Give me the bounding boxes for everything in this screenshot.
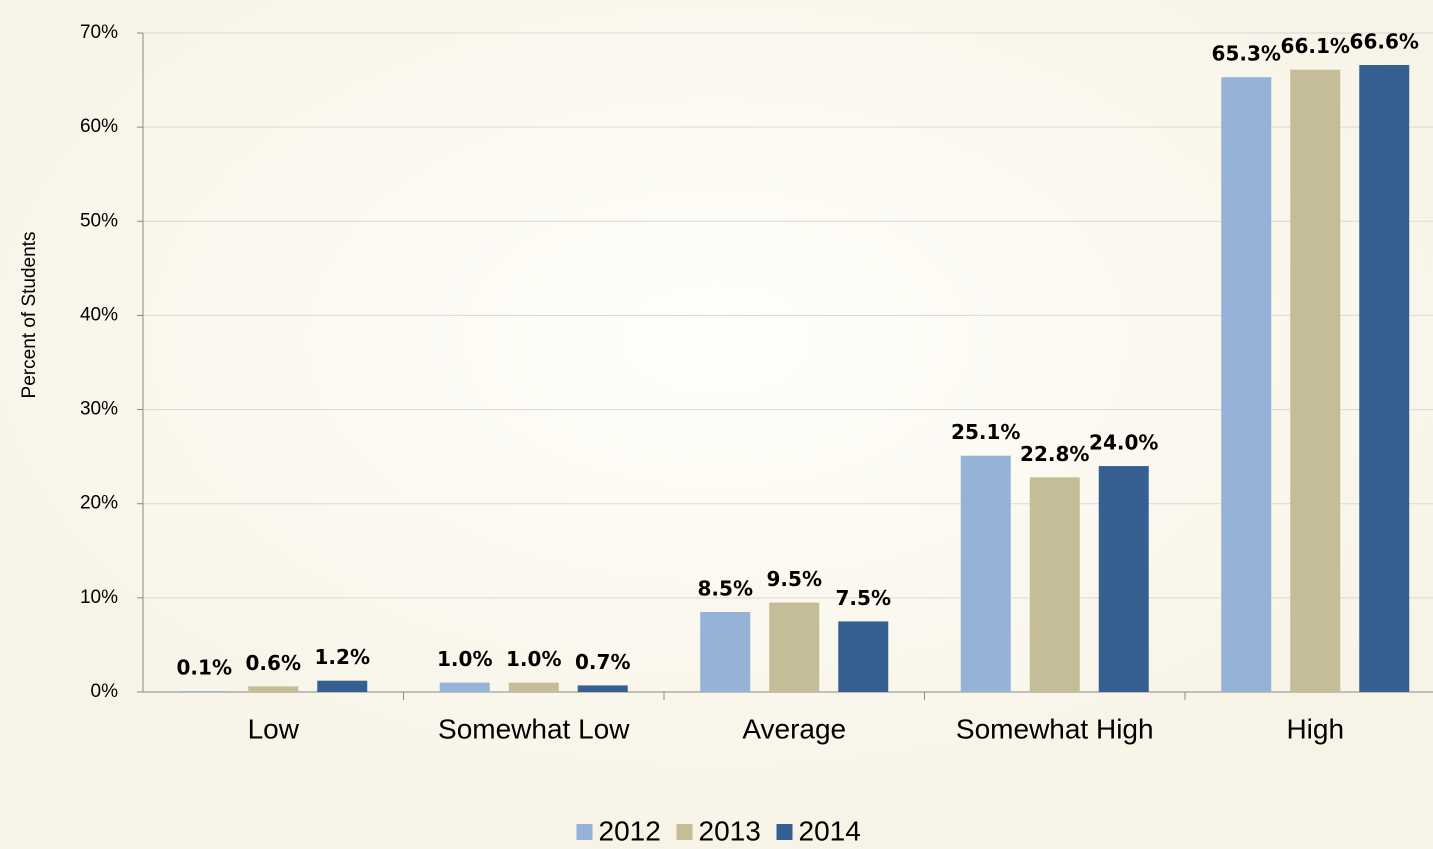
value-label: 7.5%	[836, 586, 891, 610]
y-tick-label: 30%	[80, 399, 118, 420]
bar	[769, 602, 820, 692]
bar	[1029, 477, 1080, 692]
x-tick-label: Average	[742, 713, 846, 744]
y-tick-label: 50%	[80, 210, 118, 231]
value-label: 66.1%	[1281, 34, 1350, 58]
bar	[960, 455, 1011, 692]
value-label: 1.2%	[315, 645, 370, 669]
value-label: 1.0%	[437, 647, 492, 671]
bar	[838, 621, 889, 692]
y-tick-label: 0%	[91, 681, 119, 702]
value-label: 9.5%	[767, 567, 822, 591]
value-label: 8.5%	[698, 576, 753, 600]
value-label: 66.6%	[1350, 30, 1419, 54]
value-label: 25.1%	[951, 420, 1020, 444]
y-tick-label: 20%	[80, 493, 118, 514]
bar	[248, 686, 299, 692]
bar	[577, 685, 628, 692]
legend-swatch	[776, 824, 793, 840]
x-tick-label: Somewhat High	[956, 713, 1154, 744]
bar	[317, 680, 368, 692]
bar	[439, 682, 490, 692]
y-tick-label: 70%	[80, 22, 118, 43]
value-label: 0.1%	[177, 656, 232, 680]
bar	[1221, 77, 1272, 693]
bar	[179, 691, 230, 692]
bar	[1098, 466, 1149, 692]
value-label: 0.7%	[575, 650, 630, 674]
bar	[1290, 69, 1341, 693]
x-tick-label: High	[1286, 713, 1344, 744]
x-tick-label: Low	[248, 713, 300, 744]
value-label: 0.6%	[246, 651, 301, 675]
legend-label: 2014	[799, 815, 861, 846]
y-tick-label: 40%	[80, 304, 118, 325]
value-label: 24.0%	[1089, 431, 1158, 455]
y-tick-label: 60%	[80, 116, 118, 137]
value-label: 65.3%	[1212, 42, 1281, 66]
y-tick-label: 10%	[80, 587, 118, 608]
bar	[700, 611, 751, 692]
value-label: 22.8%	[1020, 442, 1089, 466]
bar	[1359, 65, 1410, 693]
value-label: 1.0%	[506, 647, 561, 671]
bar	[508, 682, 559, 692]
legend-swatch	[576, 824, 593, 840]
x-tick-label: Somewhat Low	[438, 713, 630, 744]
y-axis-label: Percent of Students	[19, 232, 40, 399]
legend-label: 2013	[699, 815, 761, 846]
legend-label: 2012	[599, 815, 661, 846]
legend-swatch	[676, 824, 693, 840]
